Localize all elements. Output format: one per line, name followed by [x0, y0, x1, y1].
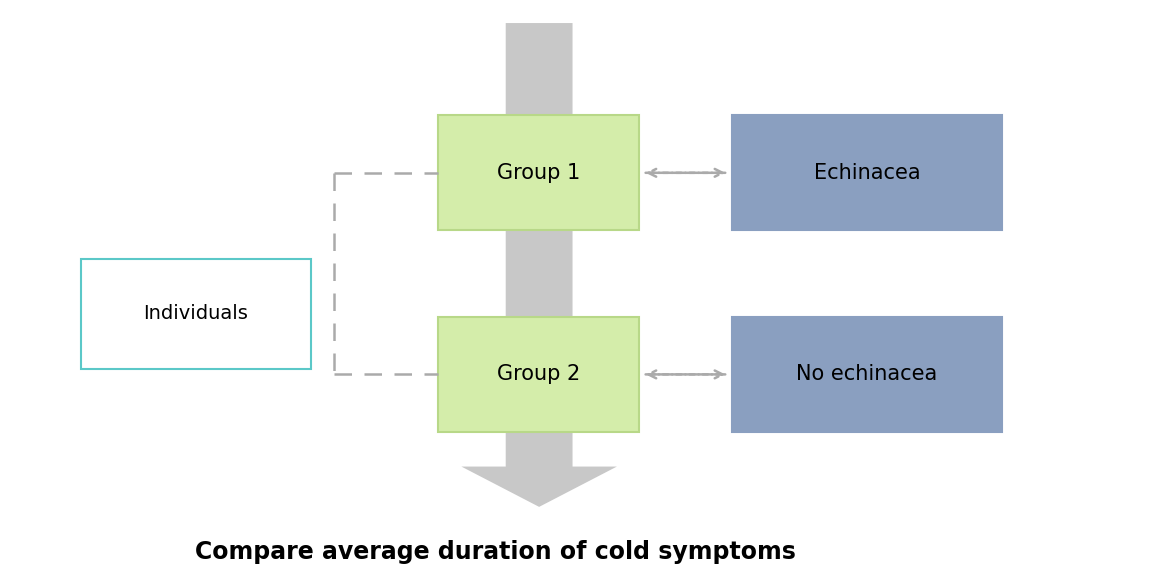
FancyBboxPatch shape	[732, 317, 1002, 432]
Text: Compare average duration of cold symptoms: Compare average duration of cold symptom…	[195, 540, 796, 564]
FancyBboxPatch shape	[732, 115, 1002, 230]
Polygon shape	[461, 23, 617, 507]
Text: Group 1: Group 1	[497, 163, 581, 183]
Text: Echinacea: Echinacea	[813, 163, 920, 183]
FancyBboxPatch shape	[438, 115, 639, 230]
Text: Group 2: Group 2	[497, 365, 581, 384]
FancyBboxPatch shape	[81, 259, 311, 369]
Text: No echinacea: No echinacea	[796, 365, 938, 384]
Text: Individuals: Individuals	[143, 305, 249, 323]
FancyBboxPatch shape	[438, 317, 639, 432]
